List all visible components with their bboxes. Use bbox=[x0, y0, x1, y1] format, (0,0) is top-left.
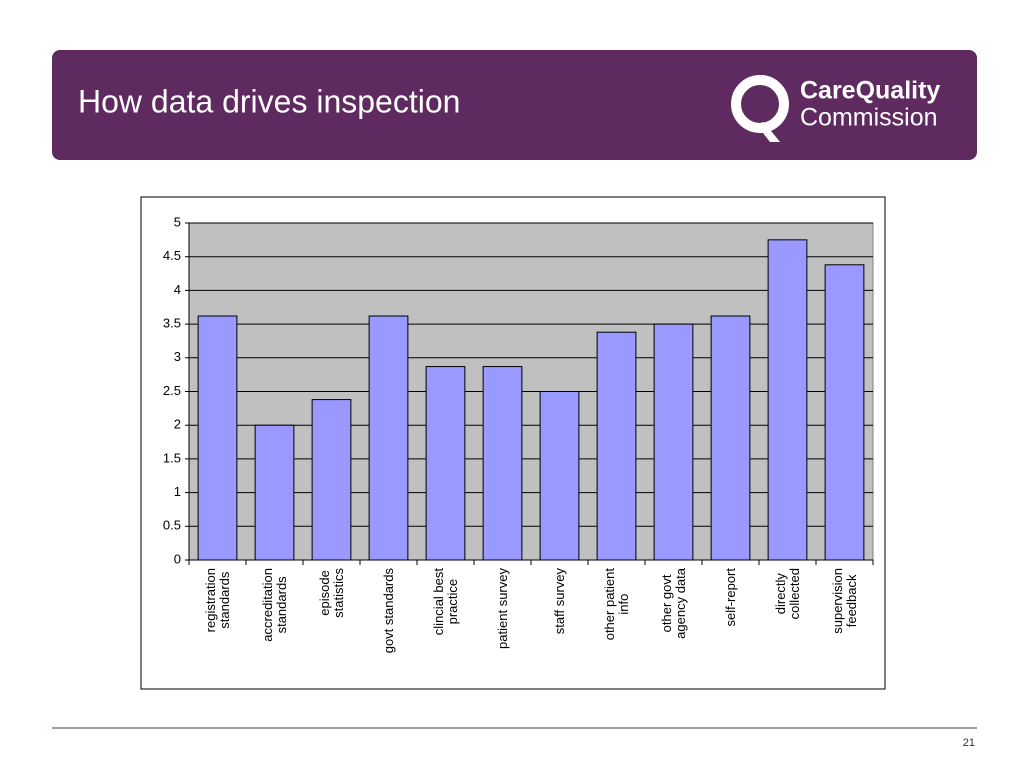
y-tick-label: 3 bbox=[174, 349, 181, 364]
header-bar bbox=[52, 50, 977, 160]
bar bbox=[767, 239, 808, 561]
y-tick-label: 0.5 bbox=[163, 518, 181, 533]
x-tick-label: episode statistics bbox=[316, 568, 346, 618]
logo-text: CareQuality bbox=[800, 77, 940, 105]
bar bbox=[539, 391, 580, 561]
x-tick-label: clincial best practice bbox=[430, 568, 460, 636]
y-tick-label: 4 bbox=[174, 282, 181, 297]
x-tick-label: supervision feedback bbox=[829, 568, 859, 634]
bar bbox=[710, 315, 751, 561]
y-tick-label: 4.5 bbox=[163, 248, 181, 263]
y-tick-label: 1.5 bbox=[163, 450, 181, 465]
bar bbox=[425, 366, 466, 561]
logo: CareQuality Commission bbox=[731, 75, 940, 142]
x-tick-label: govt standards bbox=[380, 568, 396, 654]
bar bbox=[482, 366, 523, 561]
x-tick-label: other patient info bbox=[601, 568, 631, 641]
chart-title: How data drives inspection bbox=[78, 83, 460, 119]
y-tick-label: 1 bbox=[174, 484, 181, 499]
bar bbox=[254, 424, 295, 561]
y-tick-label: 2 bbox=[174, 417, 181, 432]
x-tick-label: staff survey bbox=[551, 568, 567, 635]
x-tick-label: registration standards bbox=[202, 568, 232, 633]
x-tick-label: patient survey bbox=[494, 568, 510, 649]
x-tick-label: self-report bbox=[722, 568, 738, 627]
logo-text: Commission bbox=[800, 104, 938, 132]
x-tick-label: directly collected bbox=[772, 568, 802, 620]
logo-tail bbox=[756, 122, 780, 142]
bar bbox=[824, 264, 865, 561]
y-tick-label: 5 bbox=[174, 214, 181, 229]
bar bbox=[197, 315, 238, 561]
bar bbox=[596, 331, 637, 561]
bar bbox=[311, 399, 352, 561]
slide-number: 21 bbox=[963, 737, 975, 749]
bar bbox=[368, 315, 409, 561]
y-tick-label: 0 bbox=[174, 551, 181, 566]
y-tick-label: 2.5 bbox=[163, 383, 181, 398]
y-tick-label: 3.5 bbox=[163, 316, 181, 331]
bar bbox=[653, 323, 694, 561]
x-tick-label: accreditation standards bbox=[259, 568, 289, 642]
x-tick-label: other govt agency data bbox=[658, 568, 688, 639]
